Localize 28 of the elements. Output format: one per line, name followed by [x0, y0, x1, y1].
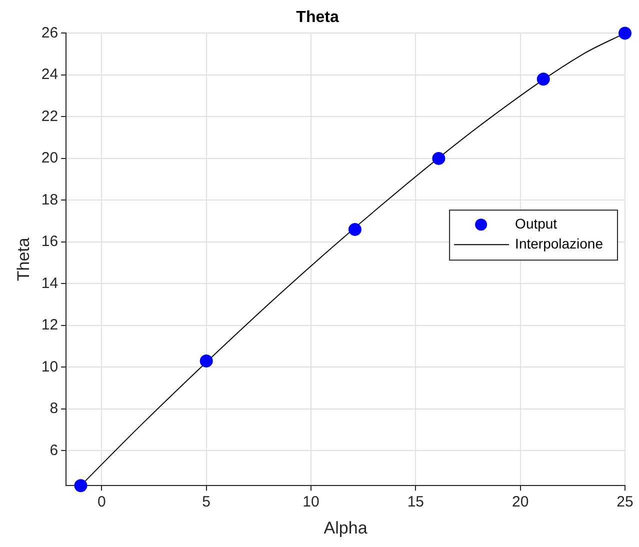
- y-tick-label: 26: [41, 24, 58, 42]
- x-tick-label: 25: [616, 494, 634, 511]
- y-tick-label: 20: [41, 150, 58, 167]
- y-tick-label: 18: [41, 191, 58, 208]
- point: [432, 152, 446, 165]
- y-tick-label: 14: [41, 274, 58, 292]
- y-tick-label: 24: [41, 66, 58, 84]
- x-tick-label: 0: [98, 494, 106, 511]
- point: [348, 222, 362, 236]
- y-tick-label: 16: [41, 233, 58, 250]
- x-axis-title: Alpha: [324, 518, 368, 538]
- point: [200, 354, 213, 368]
- x-tick-label: 5: [202, 494, 211, 511]
- x-tick-label: 10: [302, 494, 320, 511]
- y-tick-label: 10: [41, 358, 58, 376]
- chart-title: Theta: [296, 9, 339, 26]
- x-tick-label: 20: [512, 494, 529, 511]
- legend-label: Output: [515, 215, 558, 232]
- y-axis-title: Theta: [14, 237, 33, 282]
- point: [74, 479, 88, 492]
- legend-label: Interpolazione: [515, 235, 604, 252]
- x-tick-label: 15: [407, 494, 424, 511]
- y-tick-label: 22: [41, 108, 58, 125]
- y-tick-label: 12: [41, 316, 58, 334]
- point: [618, 26, 632, 40]
- y-tick-label: 6: [50, 442, 58, 459]
- y-tick-label: 8: [50, 400, 58, 418]
- point: [536, 72, 550, 86]
